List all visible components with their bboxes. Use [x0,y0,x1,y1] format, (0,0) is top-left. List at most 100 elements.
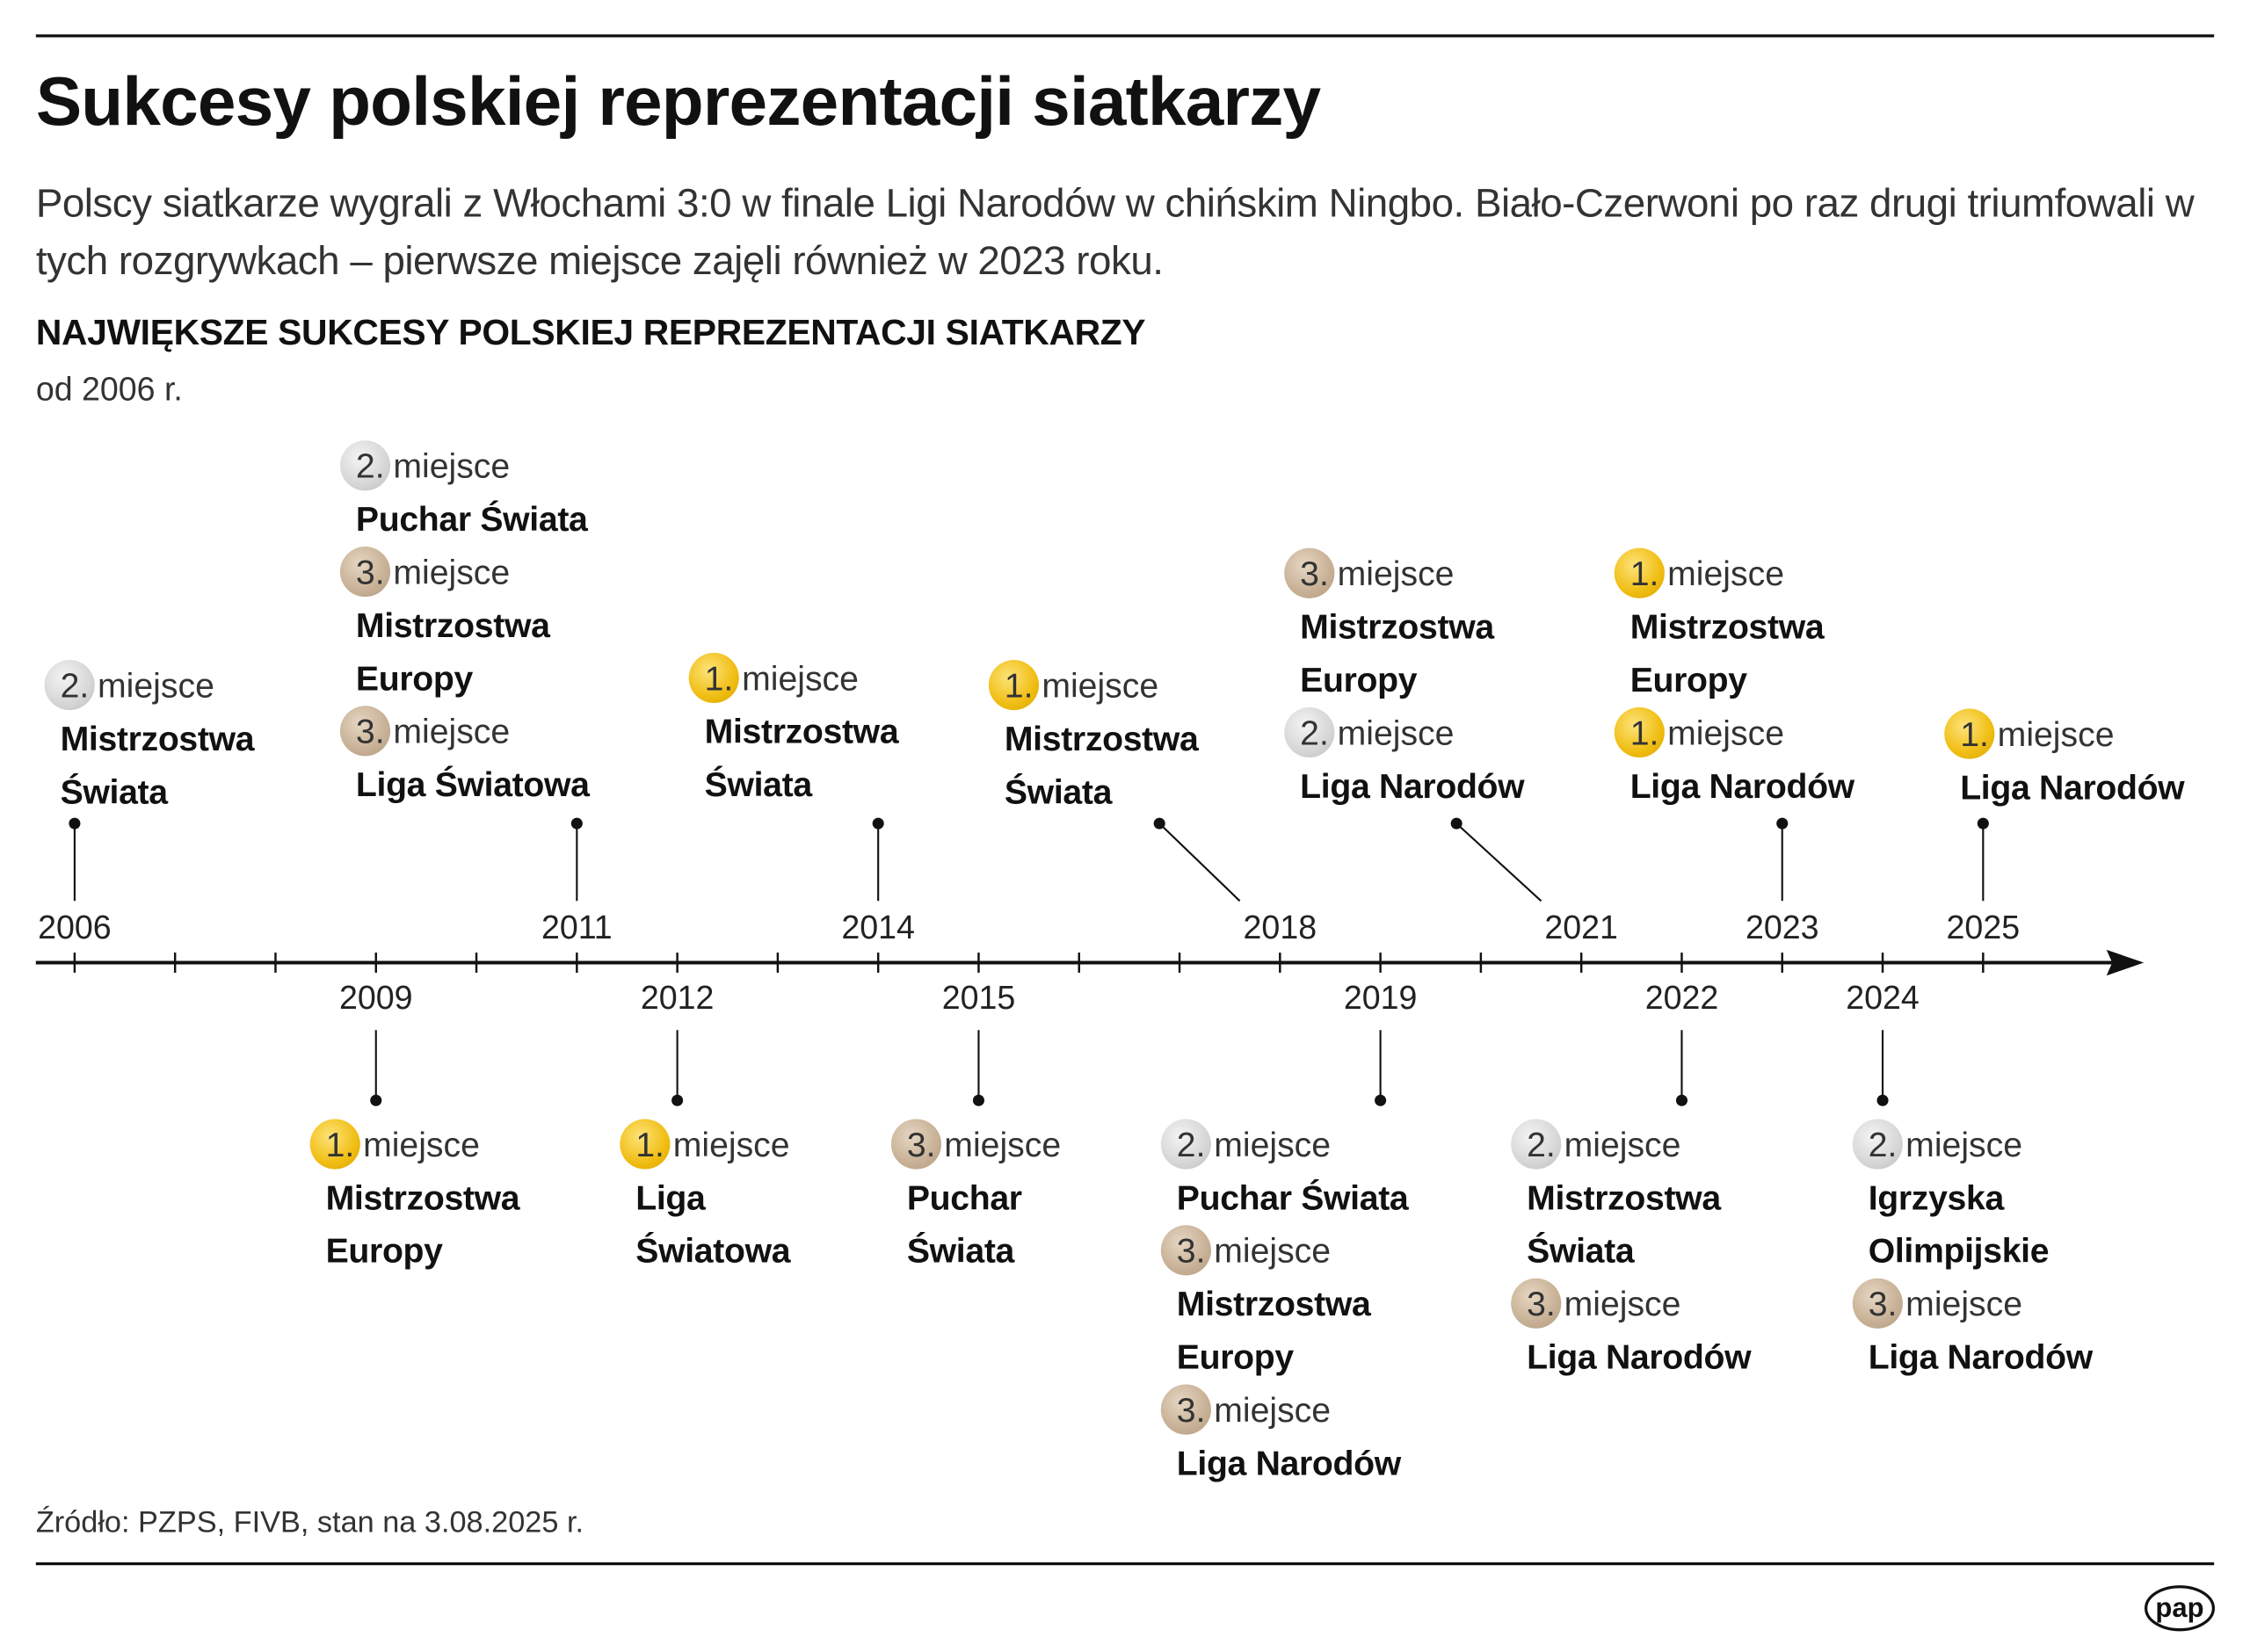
connector-line [1455,822,1542,902]
timeline-entry-2023: 1. miejsce Mistrzostwa Europy 1. miejsce Liga… [1614,547,1854,814]
year-label: 2006 [38,908,112,946]
event-name: Liga Narodów [1300,767,1525,807]
year-label: 2011 [541,908,613,946]
timeline-entry-2014: 1. miejsce Mistrzostwa Świata [688,652,899,812]
event-name: Mistrzostwa Europy [1176,1285,1371,1378]
place-number: 3. [1176,1232,1206,1272]
gold-medal-icon [620,1119,671,1170]
event-name: Mistrzostwa Europy [1300,608,1494,700]
section-subtitle: od 2006 r. [35,370,183,408]
silver-medal-icon [1160,1119,1211,1170]
place-suffix: miejsce [1564,1285,1681,1324]
place-suffix: miejsce [944,1126,1062,1165]
place-suffix: miejsce [363,1126,480,1165]
timeline-entry-2018: 1. miejsce Mistrzostwa Świata [988,660,1199,819]
place-suffix: miejsce [1214,1232,1332,1272]
place-number: 3. [355,713,385,752]
place-suffix: miejsce [1905,1126,2023,1165]
place-number: 1. [325,1126,355,1165]
connector-dot [1450,817,1462,830]
result-item: 3. miejsce Liga Narodów [1160,1384,1409,1491]
place-number: 1. [1629,554,1659,594]
place-number: 2. [60,667,90,706]
bronze-medal-icon [339,547,391,598]
silver-medal-icon [1511,1119,1562,1170]
result-item: 1. miejsce Liga Narodów [1944,708,2185,815]
event-name: Liga Światowa [355,765,590,805]
result-item: 1. miejsce Liga Narodów [1614,706,1854,814]
result-item: 2. miejsce Mistrzostwa Świata [1511,1119,1751,1278]
result-item: 2. miejsce Mistrzostwa Świata [44,660,255,819]
event-name: Mistrzostwa Świata [60,720,255,813]
result-item: 2. miejsce Igrzyska Olimpijskie [1852,1119,2093,1278]
timeline-entry-2006: 2. miejsce Mistrzostwa Świata [44,660,255,819]
place-number: 1. [704,660,734,699]
connector-dot [872,817,884,830]
gold-medal-icon [988,660,1040,711]
place-suffix: miejsce [393,554,511,593]
place-suffix: miejsce [672,1126,790,1165]
timeline-entry-2025: 1. miejsce Liga Narodów [1944,708,2185,815]
place-suffix: miejsce [98,667,214,706]
timeline-entry-2011: 2. miejsce Puchar Świata 3. miejsce Mistrzost… [339,440,590,812]
result-item: 3. miejsce Puchar Świata [890,1119,1062,1278]
top-rule [35,34,2215,38]
place-number: 3. [355,554,385,593]
place-suffix: miejsce [1042,667,1159,706]
connector-dot [1675,1094,1688,1106]
event-name: Liga Światowa [635,1179,791,1272]
result-item: 3. miejsce Liga Światowa [339,706,590,812]
year-label: 2021 [1544,908,1618,946]
result-item: 3. miejsce Mistrzostwa Europy [1284,547,1524,707]
place-number: 1. [1960,715,1989,755]
place-number: 1. [1004,667,1034,706]
connector-dot [972,1094,984,1106]
result-item: 1. miejsce Mistrzostwa Świata [988,660,1199,819]
event-name: Liga Narodów [1629,767,1854,807]
place-suffix: miejsce [742,660,859,699]
place-number: 2. [1300,714,1329,754]
result-item: 1. miejsce Mistrzostwa Europy [309,1119,520,1278]
connector-line [1158,822,1241,902]
connector-dot [1776,817,1789,830]
place-number: 2. [355,447,385,487]
year-label: 2014 [841,908,915,946]
event-name: Mistrzostwa Europy [355,606,550,699]
connector-dot [671,1094,684,1106]
connector-dot [1375,1094,1387,1106]
event-name: Liga Narodów [1176,1445,1401,1484]
place-suffix: miejsce [1214,1126,1332,1165]
axis-arrow-icon [2106,949,2145,976]
gold-medal-icon [1614,706,1665,758]
event-name: Liga Narodów [1868,1338,2093,1378]
place-suffix: miejsce [393,713,511,752]
timeline-entry-2009: 1. miejsce Mistrzostwa Europy [309,1119,520,1278]
connector-dot [1876,1094,1889,1106]
event-name: Igrzyska Olimpijskie [1868,1179,2050,1272]
event-name: Mistrzostwa Europy [325,1179,520,1272]
place-number: 3. [1868,1285,1898,1324]
connector-dot [370,1094,382,1106]
place-suffix: miejsce [1667,554,1784,594]
year-label: 2012 [640,978,715,1016]
connector-dot [69,817,81,830]
bronze-medal-icon [1160,1225,1211,1276]
page-title: Sukcesy polskiej reprezentacji siatkarzy [35,64,1321,141]
place-number: 3. [906,1126,936,1165]
place-suffix: miejsce [1905,1285,2023,1324]
year-label: 2009 [338,978,413,1016]
connector-dot [570,817,583,830]
place-number: 2. [1527,1126,1556,1165]
bronze-medal-icon [890,1119,942,1170]
event-name: Liga Narodów [1527,1338,1752,1378]
year-label: 2018 [1243,908,1317,946]
year-label: 2015 [941,978,1016,1016]
gold-medal-icon [1614,547,1665,598]
gold-medal-icon [309,1119,360,1170]
timeline-entry-2021: 3. miejsce Mistrzostwa Europy 2. miejsce Liga… [1284,547,1525,814]
connector-dot [1153,817,1165,830]
place-number: 1. [1629,714,1659,754]
place-number: 2. [1868,1126,1898,1165]
result-item: 1. miejsce Mistrzostwa Świata [688,652,899,812]
